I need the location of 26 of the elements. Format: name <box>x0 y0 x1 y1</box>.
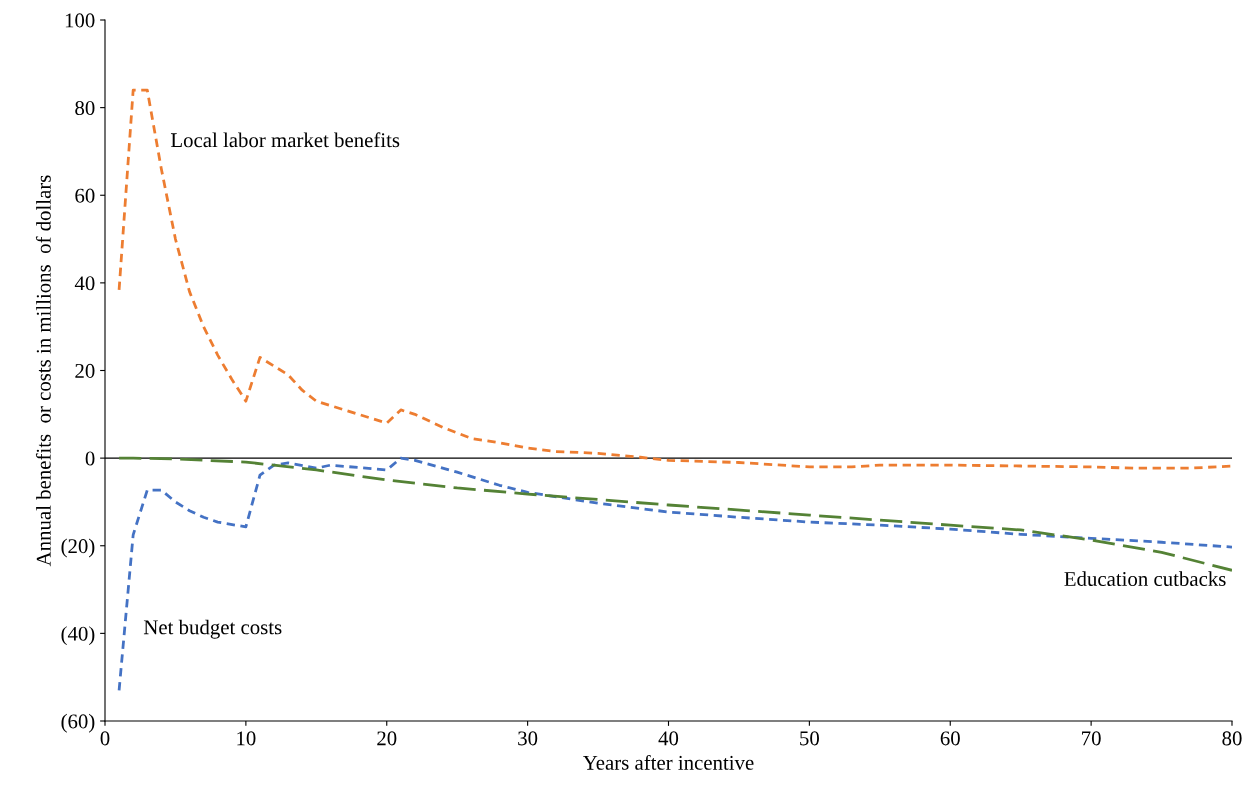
annotation: Education cutbacks <box>1064 571 1226 587</box>
x-tick-label: 40 <box>658 731 679 746</box>
annotation: Net budget costs <box>143 619 282 639</box>
y-tick-label: 40 <box>74 276 95 291</box>
x-tick-label: 10 <box>237 731 256 746</box>
y-axis-title: Annual benefits or costs in millions of dollars <box>35 175 51 567</box>
x-tick-label: 80 <box>1222 731 1242 746</box>
x-axis-title: Years after incentive <box>583 754 754 770</box>
x-tick-label: 60 <box>940 731 960 746</box>
x-tick-label: 20 <box>377 731 397 746</box>
x-tick-label: 50 <box>800 731 819 746</box>
line-series <box>117 456 1232 692</box>
line-series <box>117 456 1232 572</box>
annotation: Local labor market benefits <box>170 132 400 148</box>
y-tick-label: 0 <box>85 451 95 466</box>
line-series <box>117 88 1232 470</box>
x-tick-label: 70 <box>1082 731 1101 746</box>
y-tick-label: 80 <box>75 101 95 116</box>
x-tick-label: 30 <box>518 731 538 746</box>
y-tick-label: 60 <box>75 188 95 203</box>
x-tick-label: 0 <box>100 731 110 746</box>
y-tick-label: (40) <box>61 626 95 646</box>
y-tick-label: 20 <box>75 363 95 378</box>
y-tick-label: 100 <box>65 13 95 28</box>
y-tick-label: (20) <box>61 538 95 558</box>
y-tick-label: (60) <box>61 713 95 733</box>
